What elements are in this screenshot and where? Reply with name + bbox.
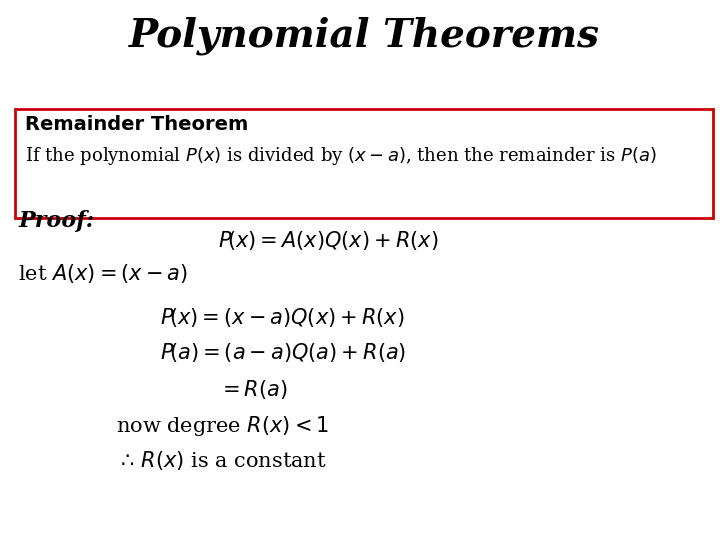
- Text: let $A(x) = (x - a)$: let $A(x) = (x - a)$: [18, 262, 188, 285]
- FancyBboxPatch shape: [15, 109, 713, 218]
- Text: $P\!\left(x\right) = (x - a)Q(x) + R(x)$: $P\!\left(x\right) = (x - a)Q(x) + R(x)$: [160, 306, 405, 329]
- Text: If the polynomial $P(x)$ is divided by $(x - a)$, then the remainder is $P(a)$: If the polynomial $P(x)$ is divided by $…: [25, 145, 657, 167]
- Text: now degree $R(x) < 1$: now degree $R(x) < 1$: [116, 414, 330, 438]
- Text: $P\!\left(x\right) = A(x)Q(x) + R(x)$: $P\!\left(x\right) = A(x)Q(x) + R(x)$: [218, 229, 439, 252]
- Text: Remainder Theorem: Remainder Theorem: [25, 115, 249, 134]
- Text: $\therefore\, R(x)$ is a constant: $\therefore\, R(x)$ is a constant: [116, 449, 328, 472]
- Text: $= R(a)$: $= R(a)$: [218, 378, 288, 401]
- Text: $P\!\left(a\right) = (a - a)Q(a) + R(a)$: $P\!\left(a\right) = (a - a)Q(a) + R(a)$: [160, 341, 406, 364]
- Text: Polynomial Theorems: Polynomial Theorems: [129, 16, 599, 55]
- Text: Proof:: Proof:: [18, 210, 95, 232]
